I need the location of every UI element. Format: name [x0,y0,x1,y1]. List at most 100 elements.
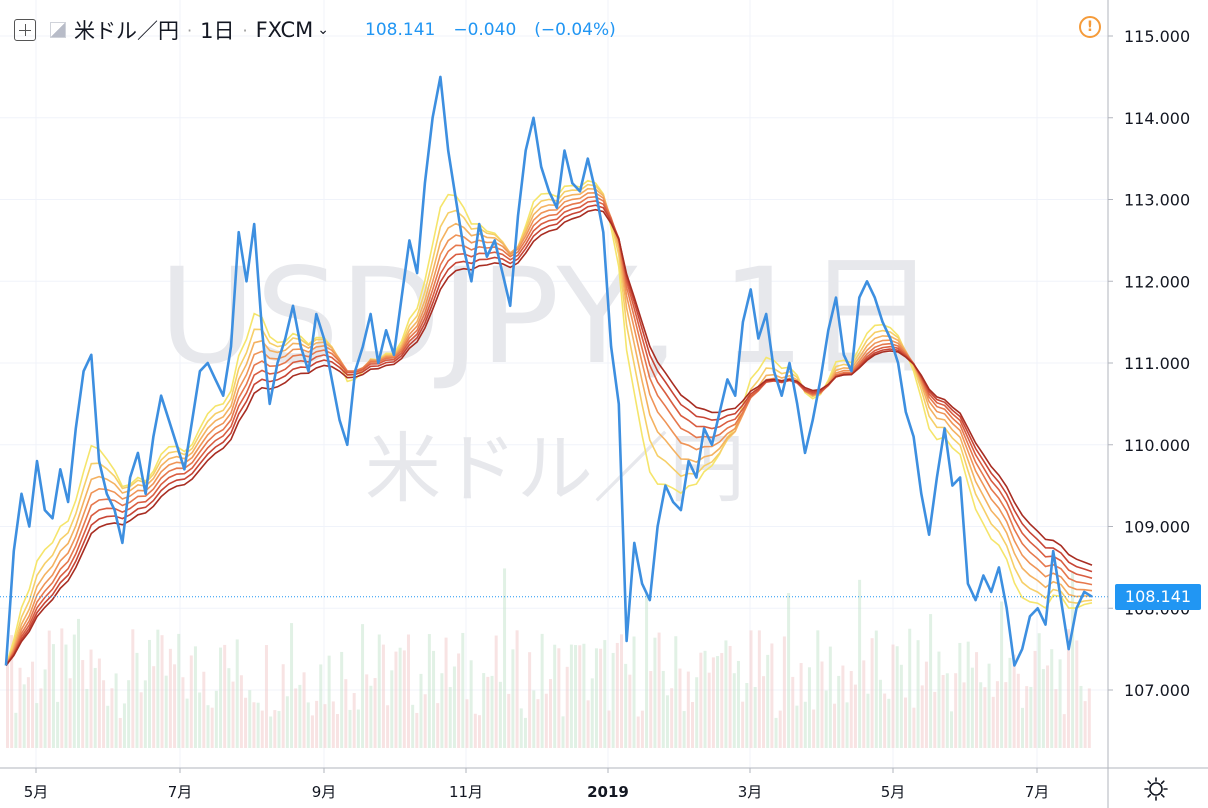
volume-bar [294,688,298,748]
volume-bar [741,701,745,748]
volume-bar [899,664,903,748]
chart-header: 米ドル／円 · 1日 · FXCM ⌄ 108.141 −0.040 (−0.0… [14,12,634,48]
volume-bar [248,690,252,748]
volume-bar [106,705,110,748]
volume-bar [1046,665,1050,748]
volume-bar [377,634,381,748]
volume-bar [557,648,561,748]
volume-bar [979,682,983,748]
volume-bar [114,673,118,748]
volume-bar [1071,571,1075,748]
expand-icon[interactable] [14,19,36,41]
volume-bar [315,700,319,748]
volume-bar [728,645,732,748]
volume-bar [987,663,991,748]
volume-bar [39,688,43,748]
chevron-down-icon[interactable]: ⌄ [317,22,330,38]
interval-label[interactable]: 1日 [200,19,235,43]
volume-bar [68,678,72,748]
volume-bar [64,644,68,748]
volume-bars [6,568,1091,748]
volume-bar [361,624,365,748]
x-tick-label: 7月 [1025,783,1050,801]
volume-bar [515,630,519,748]
volume-bar [858,579,862,748]
volume-bar [908,628,912,748]
volume-bar [795,705,799,748]
volume-bar [699,652,703,748]
volume-bar [206,705,210,748]
volume-bar [290,623,294,748]
volume-bar [983,687,987,748]
volume-bar [724,640,728,748]
volume-bar [1008,657,1012,748]
volume-bar [540,633,544,748]
x-tick-label: 3月 [738,783,763,801]
volume-bar [365,674,369,748]
volume-bar [277,711,281,748]
volume-bar [807,667,811,748]
volume-bar [444,637,448,748]
volume-bar [193,646,197,748]
volume-bar [14,712,18,748]
volume-bar [870,638,874,748]
x-tick-label: 9月 [312,783,337,801]
exchange-label[interactable]: FXCM [255,18,314,42]
volume-bar [929,614,933,748]
volume-bar [60,628,64,748]
last-price-tag: 108.141 [1115,583,1201,610]
volume-bar [298,684,302,748]
volume-bar [398,647,402,748]
volume-bar [1012,654,1016,748]
volume-bar [231,681,235,748]
volume-bar [1083,701,1087,748]
volume-bar [970,667,974,748]
volume-bar [933,691,937,748]
volume-bar [949,711,953,748]
volume-bar [757,630,761,748]
volume-bar [6,658,9,748]
volume-bar [507,693,511,748]
volume-bar [148,639,152,748]
volume-bar [335,714,339,748]
volume-bar [219,647,223,748]
volume-bar [532,690,536,748]
volume-bar [862,660,866,748]
volume-bar [995,681,999,748]
volume-bar [152,666,156,748]
volume-bar [448,687,452,748]
y-tick-label: 115.000 [1124,27,1190,46]
volume-bar [260,710,264,748]
volume-bar [269,716,273,748]
y-tick-label: 112.000 [1124,272,1190,291]
volume-bar [173,664,177,748]
volume-bar [352,693,356,748]
change-value: −0.040 [453,20,517,40]
volume-bar [991,696,995,748]
symbol-name[interactable]: 米ドル／円 [74,19,179,43]
separator-dot: · [187,20,193,40]
volume-bar [185,698,189,748]
volume-bar [594,648,598,748]
volume-bar [569,644,573,748]
quote-info: 108.141 −0.040 (−0.04%) [365,20,634,40]
volume-bar [853,684,857,748]
volume-bar [745,683,749,748]
volume-bar [820,661,824,748]
volume-bar [523,717,527,748]
volume-bar [160,635,164,748]
time-axis[interactable]: 5月 7月 9月 11月 2019 3月 5月 7月 [24,768,1050,801]
volume-bar [35,703,39,748]
volume-bar [223,644,227,748]
volume-bar [632,636,636,748]
volume-bar [373,678,377,748]
volume-bar [1025,686,1029,748]
volume-bar [553,644,557,748]
gear-icon[interactable] [1143,776,1169,802]
volume-bar [482,673,486,748]
volume-bar [586,700,590,748]
alert-icon[interactable]: ! [1079,16,1101,38]
volume-bar [912,707,916,748]
